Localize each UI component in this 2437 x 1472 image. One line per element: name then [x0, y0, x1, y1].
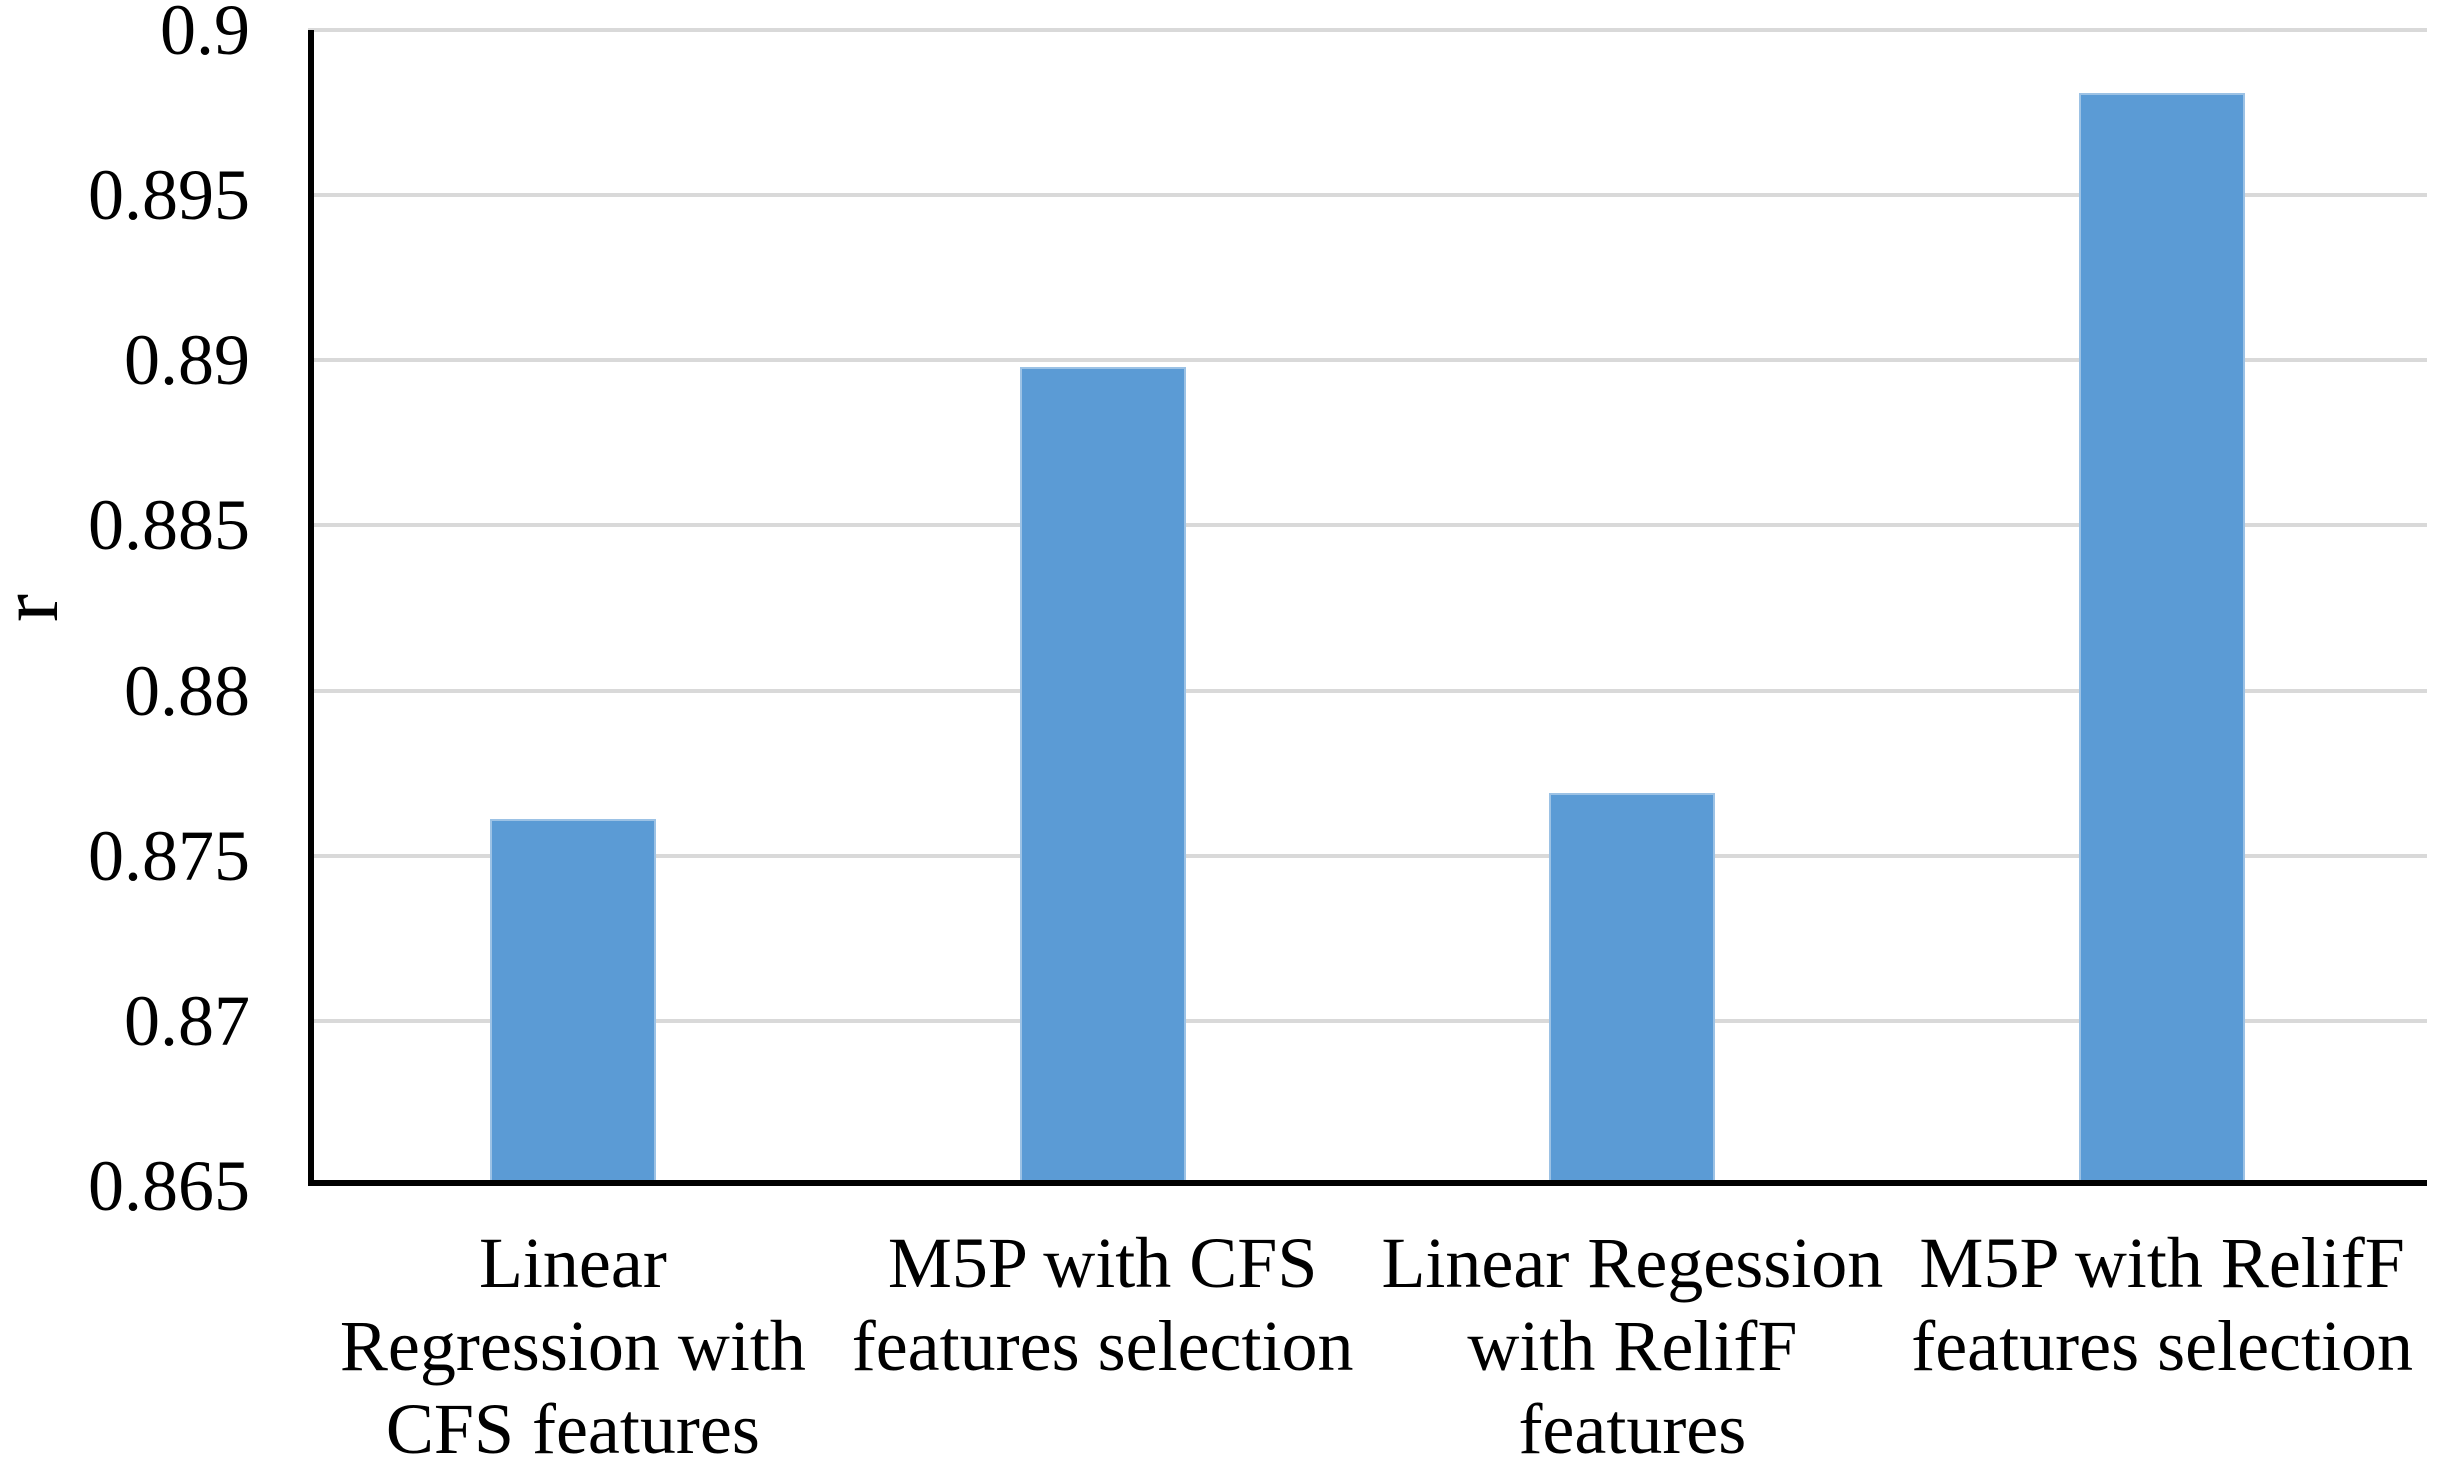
- bar-2: [1019, 366, 1186, 1186]
- y-tick-label: 0.87: [124, 980, 250, 1061]
- gridline: [308, 1018, 2427, 1023]
- y-axis-line: [308, 30, 314, 1186]
- y-axis-title: r: [0, 594, 76, 622]
- gridline: [308, 523, 2427, 528]
- gridline: [308, 688, 2427, 693]
- gridline: [308, 358, 2427, 363]
- x-category-label-2: M5P with CFS features selection: [851, 1223, 1354, 1386]
- y-tick-label: 0.9: [160, 0, 250, 70]
- gridline: [308, 193, 2427, 198]
- x-category-label-1: Linear Regression with CFS features: [339, 1223, 806, 1469]
- bar-1: [489, 819, 656, 1186]
- x-axis-line: [308, 1180, 2427, 1186]
- bar-3: [1549, 792, 1716, 1186]
- y-tick-label: 0.88: [124, 650, 250, 731]
- gridline: [308, 853, 2427, 858]
- y-tick-label: 0.885: [88, 485, 250, 566]
- y-tick-label: 0.875: [88, 815, 250, 896]
- plot-area: [308, 28, 2427, 1186]
- gridline: [308, 28, 2427, 32]
- x-category-label-3: Linear Regession with RelifF features: [1381, 1223, 1884, 1469]
- bar-4: [2079, 92, 2246, 1186]
- x-category-label-4: M5P with RelifF features selection: [1911, 1223, 2413, 1386]
- y-tick-label: 0.89: [124, 320, 250, 401]
- y-tick-label: 0.895: [88, 155, 250, 236]
- y-tick-label: 0.865: [88, 1146, 250, 1226]
